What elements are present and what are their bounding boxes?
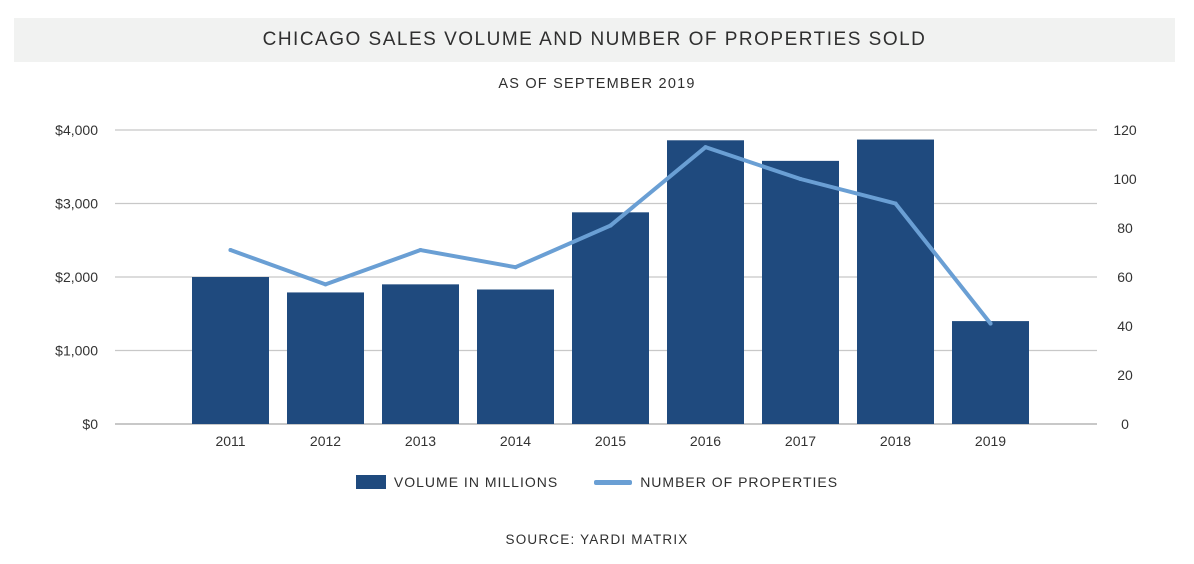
bar-series bbox=[192, 139, 1029, 425]
right-axis-ticks: 0 20 40 60 80 100 120 bbox=[1113, 122, 1137, 432]
bar-2017 bbox=[762, 160, 839, 424]
properties-point-2014 bbox=[513, 265, 518, 270]
chart-title: CHICAGO SALES VOLUME AND NUMBER OF PROPE… bbox=[262, 29, 927, 50]
legend-swatch-volume bbox=[355, 475, 386, 489]
properties-point-2013 bbox=[418, 248, 423, 253]
x-tick-label: 2018 bbox=[880, 433, 911, 449]
legend-swatch-properties bbox=[594, 479, 633, 485]
properties-point-2012 bbox=[323, 282, 328, 287]
left-axis-ticks: $0 $1,000 $2,000 $3,000 $4,000 bbox=[55, 122, 98, 432]
x-tick-label: 2015 bbox=[595, 433, 626, 449]
properties-point-2017 bbox=[798, 177, 803, 181]
bar-2018 bbox=[857, 139, 934, 424]
x-tick-label: 2013 bbox=[405, 433, 436, 449]
x-tick-label: 2011 bbox=[215, 433, 245, 449]
bar-2015 bbox=[572, 212, 649, 424]
y-right-tick-label: 100 bbox=[1113, 171, 1137, 187]
y-right-tick-label: 80 bbox=[1117, 220, 1133, 236]
bar-2011 bbox=[192, 277, 269, 424]
legend-item-volume: VOLUME IN MILLIONS bbox=[355, 474, 559, 490]
y-left-tick-label: $4,000 bbox=[55, 122, 98, 138]
properties-point-2016 bbox=[703, 145, 708, 150]
properties-point-2015 bbox=[608, 223, 613, 228]
x-tick-label: 2017 bbox=[785, 433, 816, 449]
title-band: CHICAGO SALES VOLUME AND NUMBER OF PROPE… bbox=[14, 18, 1175, 62]
bar-2013 bbox=[382, 284, 459, 424]
bar-2012 bbox=[287, 292, 364, 424]
bar-2016 bbox=[667, 140, 744, 425]
bar-2014 bbox=[477, 289, 554, 424]
y-right-tick-label: 120 bbox=[1113, 122, 1137, 138]
y-right-tick-label: 0 bbox=[1121, 416, 1129, 432]
chart-subtitle: AS OF SEPTEMBER 2019 bbox=[498, 76, 696, 92]
y-left-tick-label: $2,000 bbox=[55, 269, 98, 285]
y-left-tick-label: $0 bbox=[82, 416, 98, 432]
x-axis-ticks: 2011 2012 2013 2014 2015 2016 2017 2018 2019 bbox=[215, 433, 1006, 449]
legend-label-volume: VOLUME IN MILLIONS bbox=[393, 474, 559, 490]
y-right-tick-label: 40 bbox=[1117, 318, 1133, 334]
x-tick-label: 2012 bbox=[310, 433, 341, 449]
source-note: SOURCE: YARDI MATRIX bbox=[505, 532, 689, 547]
x-tick-label: 2016 bbox=[690, 433, 721, 449]
properties-point-2011 bbox=[228, 248, 233, 253]
line-series bbox=[228, 145, 993, 326]
y-left-tick-label: $3,000 bbox=[55, 196, 98, 212]
y-left-tick-label: $1,000 bbox=[55, 343, 98, 359]
y-right-tick-label: 60 bbox=[1117, 269, 1133, 285]
properties-point-2018 bbox=[893, 201, 898, 206]
x-tick-label: 2019 bbox=[975, 433, 1006, 449]
chart-canvas: $0 $1,000 $2,000 $3,000 $4,000 0 20 40 60 80 100 1… bbox=[55, 122, 1137, 449]
legend-item-properties: NUMBER OF PROPERTIES bbox=[594, 474, 838, 490]
legend-label-properties: NUMBER OF PROPERTIES bbox=[640, 474, 839, 490]
y-right-tick-label: 20 bbox=[1117, 367, 1133, 383]
bar-2019 bbox=[952, 321, 1029, 424]
legend: VOLUME IN MILLIONS NUMBER OF PROPERTIES bbox=[0, 474, 1194, 490]
properties-point-2019 bbox=[988, 321, 993, 326]
x-tick-label: 2014 bbox=[500, 433, 531, 449]
